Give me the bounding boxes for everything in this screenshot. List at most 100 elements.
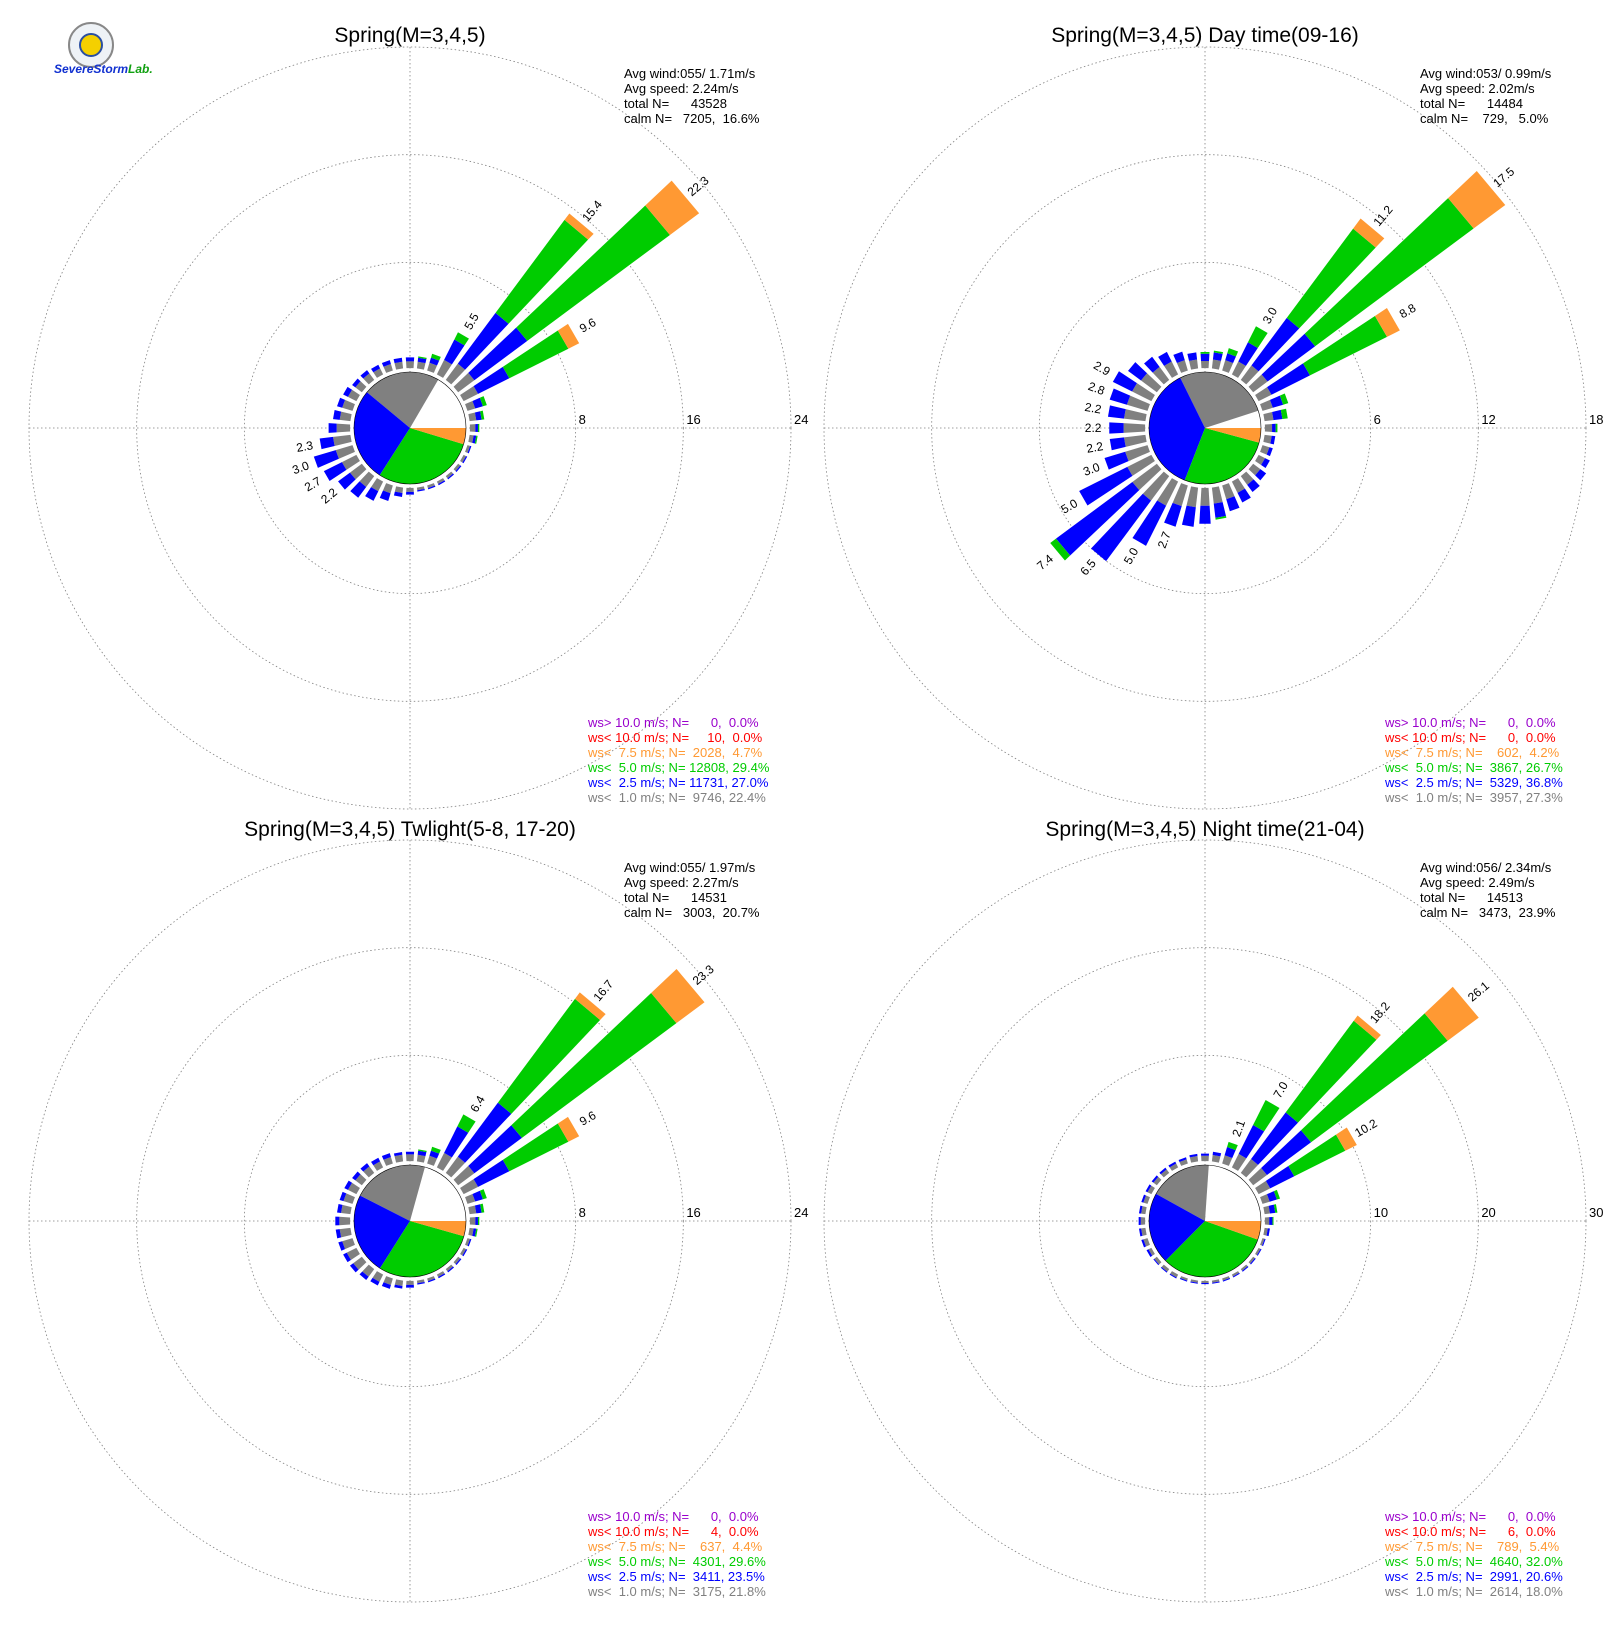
spoke-segment-blue xyxy=(1189,1153,1198,1158)
spoke-350 xyxy=(1187,352,1199,370)
spoke-290 xyxy=(339,1191,355,1204)
spoke-segment-orange xyxy=(1374,308,1400,337)
spoke-120 xyxy=(460,454,468,464)
spoke-segment-blue xyxy=(473,1159,510,1187)
spoke-170 xyxy=(1211,1279,1220,1284)
spoke-segment-gray xyxy=(1240,365,1259,385)
spoke-segment-blue xyxy=(468,1125,522,1174)
spoke-segment-green xyxy=(1275,423,1278,433)
spoke-330 xyxy=(1168,1161,1179,1171)
spoke-segment-gray xyxy=(465,1238,471,1246)
spoke-segment-gray xyxy=(468,1227,474,1236)
calm-pie-outline xyxy=(353,1164,467,1278)
spoke-segment-blue xyxy=(447,473,454,480)
legend-entry: ws> 10.0 m/s; N= 0, 0.0% xyxy=(1384,715,1556,730)
spoke-segment-orange xyxy=(651,968,705,1024)
spoke-segment-green xyxy=(1288,1134,1346,1177)
spoke-segment-gray xyxy=(1240,1264,1248,1271)
spoke-segment-blue xyxy=(1200,1153,1210,1156)
spoke-segment-green xyxy=(1200,351,1210,354)
spoke-segment-green xyxy=(502,330,569,379)
spoke-segment-gray xyxy=(460,1247,467,1256)
windrose-panel-2: 6 12 183.011.217.58.82.75.06.57.45.03.02.2… xyxy=(823,24,1603,810)
spoke-segment-blue xyxy=(1112,371,1137,392)
spoke-segment-blue xyxy=(1265,1166,1295,1189)
spoke-segment-blue xyxy=(1109,422,1124,434)
spoke-value-label: 18.2 xyxy=(1367,999,1393,1026)
spoke-260: 2.2 xyxy=(1085,434,1147,456)
spoke-segment-gray xyxy=(1211,1154,1221,1163)
spoke-segment-gray xyxy=(1127,454,1155,476)
ring-tick-label: 8 xyxy=(579,412,586,427)
spoke-120 xyxy=(1255,454,1270,468)
spoke-segment-gray xyxy=(468,434,474,443)
spoke-value-label: 16.7 xyxy=(590,977,616,1004)
spoke-50: 26.1 xyxy=(1248,978,1492,1186)
legend-entry: ws< 10.0 m/s; N= 10, 0.0% xyxy=(587,730,763,745)
spoke-segment-green xyxy=(1273,1189,1281,1200)
spoke-value-label: 3.0 xyxy=(1081,460,1102,479)
spoke-segment-gray xyxy=(1255,1180,1271,1195)
spoke-220: 6.5 xyxy=(1077,471,1170,578)
spoke-50: 17.5 xyxy=(1248,164,1517,393)
spoke-segment-blue xyxy=(1138,1217,1141,1225)
spoke-segment-blue xyxy=(1251,317,1300,372)
spoke-150 xyxy=(1231,1271,1240,1278)
spoke-segment-gray xyxy=(1260,399,1273,411)
spoke-segment-green xyxy=(418,1149,427,1153)
spoke-segment-gray xyxy=(339,411,352,422)
calm-pie-slice-lt1 xyxy=(366,372,439,428)
spoke-20 xyxy=(1222,348,1239,373)
spoke-value-label: 6.4 xyxy=(467,1093,488,1115)
spoke-segment-blue xyxy=(393,491,403,497)
spoke-segment-green xyxy=(430,1146,441,1154)
spoke-segment-blue xyxy=(1173,351,1185,364)
spoke-90 xyxy=(469,423,480,433)
spoke-segment-gray xyxy=(1263,434,1272,444)
spoke-segment-blue xyxy=(475,423,478,433)
calm-pie-slice-calm xyxy=(410,379,466,428)
spoke-segment-gray xyxy=(469,1217,476,1225)
spoke-segment-blue xyxy=(1190,1281,1198,1284)
grid-ring xyxy=(136,154,684,702)
spoke-value-label: 6.5 xyxy=(1077,556,1099,578)
spoke-segment-blue xyxy=(1272,409,1283,421)
spoke-290: 2.8 xyxy=(1086,379,1150,411)
spoke-segment-gray xyxy=(1172,483,1188,507)
spoke-value-label: 2.7 xyxy=(1155,529,1174,550)
stats-line: Avg wind:055/ 1.71m/s xyxy=(624,66,756,81)
spoke-80 xyxy=(468,1203,485,1215)
spoke-240: 5.0 xyxy=(1059,454,1155,517)
spoke-130 xyxy=(453,463,462,472)
spoke-segment-green xyxy=(1286,228,1376,329)
spoke-segment-blue xyxy=(1159,1167,1167,1175)
spoke-segment-orange xyxy=(645,180,700,235)
spoke-segment-green xyxy=(1272,1216,1274,1226)
spoke-300 xyxy=(343,386,360,402)
spoke-segment-blue xyxy=(328,423,337,433)
spoke-segment-gray xyxy=(1169,1163,1179,1171)
spoke-value-label: 26.1 xyxy=(1465,978,1492,1004)
spoke-segment-gray xyxy=(416,1154,426,1163)
spoke-segment-blue xyxy=(1179,1278,1188,1282)
spoke-segment-gray xyxy=(1170,1271,1179,1278)
spoke-segment-gray xyxy=(445,1264,454,1272)
spoke-segment-gray xyxy=(363,1166,375,1178)
spoke-180 xyxy=(1201,1280,1209,1285)
spoke-segment-blue xyxy=(473,366,510,394)
grid-ring xyxy=(136,947,684,1495)
stats-line: total N= 14513 xyxy=(1420,890,1523,905)
spoke-value-label: 2.2 xyxy=(1084,400,1103,417)
spoke-150 xyxy=(436,478,446,486)
spoke-segment-green xyxy=(1280,408,1288,420)
spoke-segment-green xyxy=(1304,198,1474,347)
spoke-290 xyxy=(1141,1194,1150,1204)
legend-entry: ws< 5.0 m/s; N= 4640, 32.0% xyxy=(1384,1554,1563,1569)
spoke-230: 7.4 xyxy=(1034,463,1162,573)
spoke-segment-blue xyxy=(468,327,528,381)
legend-entry: ws< 10.0 m/s; N= 6, 0.0% xyxy=(1384,1524,1556,1539)
legend-entry: ws< 2.5 m/s; N= 3411, 23.5% xyxy=(587,1569,765,1584)
calm-pie-slice-lt5 xyxy=(379,1221,464,1277)
spoke-340 xyxy=(1178,1157,1188,1166)
spoke-segment-gray xyxy=(1222,1276,1230,1281)
